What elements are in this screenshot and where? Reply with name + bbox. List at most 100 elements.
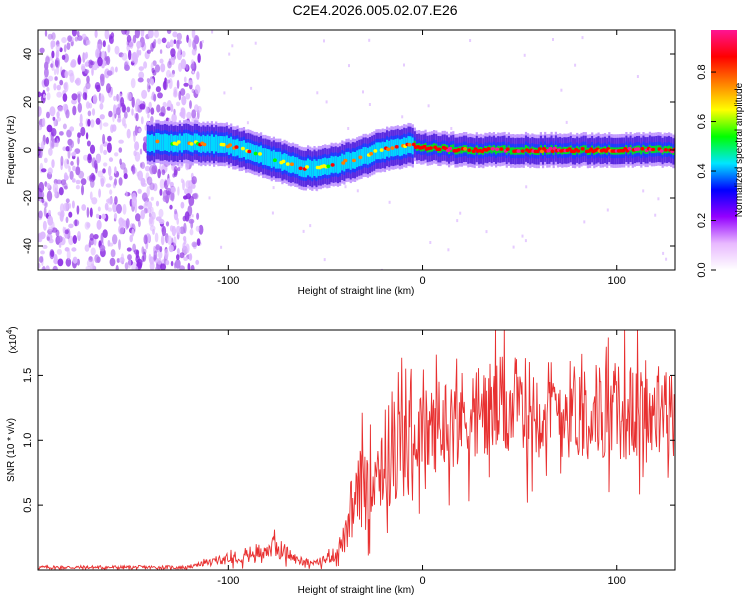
noise-blob [95, 117, 101, 125]
noise-blob [85, 132, 89, 140]
noise-blob [46, 111, 50, 119]
noise-blob [134, 30, 140, 39]
noise-blob [97, 56, 103, 67]
noise-blob [176, 39, 180, 49]
noise-blob [172, 31, 178, 38]
noise-blob [185, 243, 190, 254]
noise-blob [102, 122, 109, 127]
speckle [272, 186, 275, 190]
speckle [309, 224, 312, 228]
speckle [271, 211, 274, 215]
noise-blob [181, 50, 186, 58]
ridge-peak [448, 146, 453, 151]
ridge-peak [495, 147, 500, 152]
noise-blob [68, 223, 74, 229]
ridge-peak [659, 149, 664, 153]
ridge-cell [336, 156, 340, 174]
ridge-peak [548, 146, 553, 151]
noise-blob [101, 213, 106, 220]
noise-blob [46, 92, 51, 101]
ridge-peak [272, 158, 277, 162]
noise-blob [133, 131, 136, 143]
ridge-peak [663, 148, 668, 152]
noise-blob [56, 91, 63, 98]
noise-blob [116, 117, 122, 123]
noise-blob [44, 67, 49, 78]
noise-blob [40, 191, 45, 200]
noise-blob [140, 177, 146, 186]
noise-blob [126, 106, 131, 113]
noise-blob [188, 38, 192, 48]
noise-blob [126, 128, 131, 139]
noise-blob [48, 226, 54, 232]
ridge-peak [189, 142, 194, 146]
speckle [521, 234, 524, 238]
noise-blob [54, 76, 58, 81]
noise-blob [135, 102, 138, 112]
noise-blob [131, 196, 137, 207]
noise-blob [149, 225, 156, 232]
noise-blob [161, 37, 167, 44]
noise-blob [179, 252, 185, 259]
noise-blob [77, 93, 81, 104]
noise-blob [41, 117, 46, 127]
noise-blob [60, 155, 64, 166]
noise-blob [154, 30, 159, 38]
noise-blob [39, 47, 45, 54]
noise-blob [58, 187, 64, 196]
noise-blob [150, 78, 154, 86]
noise-blob [125, 218, 130, 229]
noise-blob [71, 200, 75, 209]
speckle [368, 103, 371, 106]
noise-blob [100, 175, 106, 185]
snr-xtick-label: 100 [608, 575, 626, 587]
speckle [191, 214, 194, 218]
ridge-cell [349, 153, 352, 170]
speckle [254, 41, 257, 45]
noise-blob [190, 63, 195, 70]
ridge-cell [159, 134, 162, 152]
speckle [583, 220, 586, 224]
ridge-peak [516, 149, 521, 153]
speckle [362, 90, 364, 94]
noise-blob [89, 191, 93, 200]
noise-blob [77, 56, 82, 65]
noise-blob [140, 209, 145, 220]
spectrogram-ytick-label: -40 [22, 238, 34, 254]
speckle [657, 197, 660, 201]
ridge-peak [490, 147, 495, 151]
noise-blob [122, 203, 127, 215]
noise-blob [55, 44, 61, 52]
noise-blob [126, 44, 130, 52]
noise-blob [86, 259, 92, 268]
noise-blob [130, 52, 137, 63]
noise-blob [61, 54, 66, 61]
noise-blob [99, 114, 105, 120]
noise-blob [51, 50, 55, 59]
noise-blob [107, 207, 113, 212]
noise-blob [94, 30, 98, 38]
noise-blob [93, 237, 97, 246]
noise-blob [41, 140, 45, 150]
noise-blob [166, 30, 172, 34]
noise-blob [67, 35, 72, 42]
noise-blob [65, 257, 72, 267]
noise-blob [177, 47, 182, 55]
ridge-peak [640, 147, 645, 151]
ridge-peak [407, 142, 412, 147]
noise-blob [179, 112, 183, 117]
noise-blob [181, 95, 187, 106]
ridge-cell [509, 147, 513, 155]
noise-blob [90, 119, 95, 128]
noise-blob [84, 69, 90, 74]
noise-blob [182, 242, 186, 251]
ridge-cell [262, 148, 265, 165]
noise-blob [38, 106, 42, 117]
noise-blob [79, 113, 83, 125]
noise-blob [173, 236, 177, 247]
noise-blob [177, 186, 180, 196]
noise-blob [112, 111, 115, 123]
noise-blob [132, 34, 137, 44]
noise-blob [89, 207, 93, 218]
ridge-cell [251, 144, 254, 161]
